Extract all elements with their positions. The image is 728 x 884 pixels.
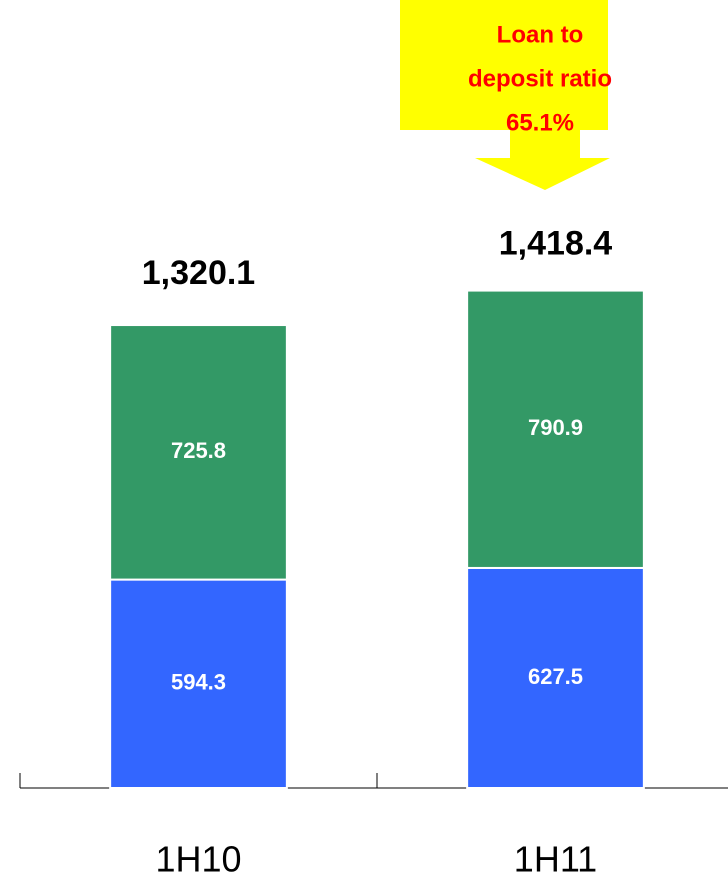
x-tick-label: 1H10 <box>155 839 241 880</box>
value-label: 790.9 <box>528 415 583 440</box>
value-label: 725.8 <box>171 438 226 463</box>
value-label: 627.5 <box>528 664 583 689</box>
callout <box>400 0 610 190</box>
annotation-text: 65.1% <box>506 109 574 136</box>
bar-segment <box>466 289 645 569</box>
x-tick-label: 1H11 <box>514 839 597 880</box>
bar-segment <box>109 324 288 581</box>
bar-segment <box>466 566 645 789</box>
annotation-text: Loan to <box>497 21 584 48</box>
total-label: 1,320.1 <box>142 254 255 292</box>
annotation-text: deposit ratio <box>468 65 612 92</box>
value-label: 594.3 <box>171 670 226 695</box>
total-label: 1,418.4 <box>499 225 613 263</box>
bar-segment <box>109 578 288 789</box>
